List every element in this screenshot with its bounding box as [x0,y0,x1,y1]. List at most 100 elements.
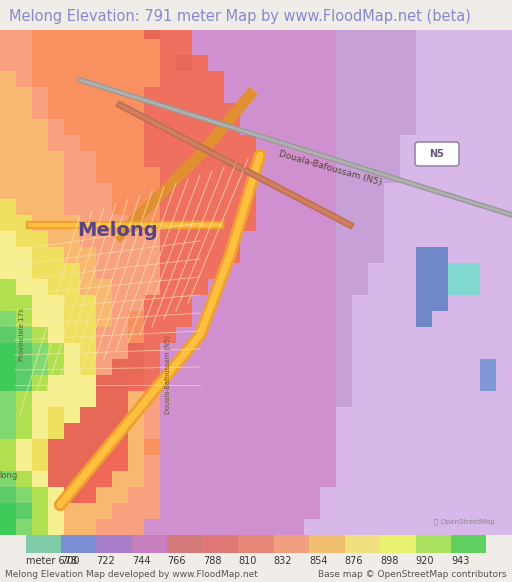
Bar [96,503,112,519]
Bar [352,327,368,343]
Bar [192,519,208,535]
Bar [16,391,32,407]
Bar [400,151,416,167]
Bar [208,279,224,295]
Bar [96,263,112,279]
Bar [144,471,160,487]
Bar [128,343,144,359]
Bar [400,519,416,535]
Bar [144,231,160,247]
Bar [96,231,112,247]
Bar [352,231,368,247]
Bar [368,151,384,167]
Bar [16,119,32,135]
Bar [224,199,240,215]
Bar [160,231,176,247]
Bar [400,55,416,71]
Bar [176,423,192,439]
Bar [192,247,208,263]
Bar [256,23,272,39]
Bar [64,135,80,151]
Bar [48,455,64,471]
Bar [240,471,256,487]
Text: 744: 744 [132,556,151,566]
Bar [320,215,336,231]
Bar [208,231,224,247]
Bar [256,103,272,119]
Bar [464,55,480,71]
Bar [64,215,80,231]
Bar [272,519,288,535]
Bar [304,55,320,71]
Bar [112,39,128,55]
Bar [112,71,128,87]
Bar [16,151,32,167]
Bar [304,455,320,471]
Bar [16,503,32,519]
Bar [80,231,96,247]
Bar [256,503,272,519]
Bar [176,23,192,39]
Bar [368,199,384,215]
Bar [496,87,512,103]
Bar [32,55,48,71]
Bar [288,359,304,375]
Bar [128,503,144,519]
Bar [320,407,336,423]
Bar [128,71,144,87]
Bar [224,71,240,87]
Bar [224,87,240,103]
Bar [64,247,80,263]
Bar [464,295,480,311]
Bar [272,439,288,455]
Bar [448,55,464,71]
Bar [304,71,320,87]
Bar [192,455,208,471]
Bar [448,503,464,519]
Bar [32,471,48,487]
Bar [80,311,96,327]
Bar [176,247,192,263]
Bar [480,71,496,87]
Bar [336,471,352,487]
Bar [464,247,480,263]
Bar [160,343,176,359]
Bar [304,151,320,167]
Bar [352,279,368,295]
Bar [400,375,416,391]
Bar [368,103,384,119]
Bar [96,151,112,167]
Bar [272,55,288,71]
Bar [416,519,432,535]
Bar [432,87,448,103]
Bar [304,487,320,503]
Bar [320,263,336,279]
Bar [240,359,256,375]
Bar [496,295,512,311]
Bar [288,39,304,55]
Bar [144,55,160,71]
Bar [192,311,208,327]
Bar [288,167,304,183]
Bar [32,519,48,535]
Bar [416,199,432,215]
Bar [128,103,144,119]
Bar [208,247,224,263]
Bar [496,375,512,391]
Bar [0,135,16,151]
Bar [112,231,128,247]
Bar [320,423,336,439]
Bar [0,295,16,311]
Bar [256,343,272,359]
Bar [384,519,400,535]
Bar [112,423,128,439]
Bar [352,151,368,167]
Bar [0,359,16,375]
Bar [32,455,48,471]
Bar [432,103,448,119]
Bar [400,487,416,503]
Bar [208,375,224,391]
Bar [496,135,512,151]
Bar [448,263,464,279]
Bar [144,87,160,103]
